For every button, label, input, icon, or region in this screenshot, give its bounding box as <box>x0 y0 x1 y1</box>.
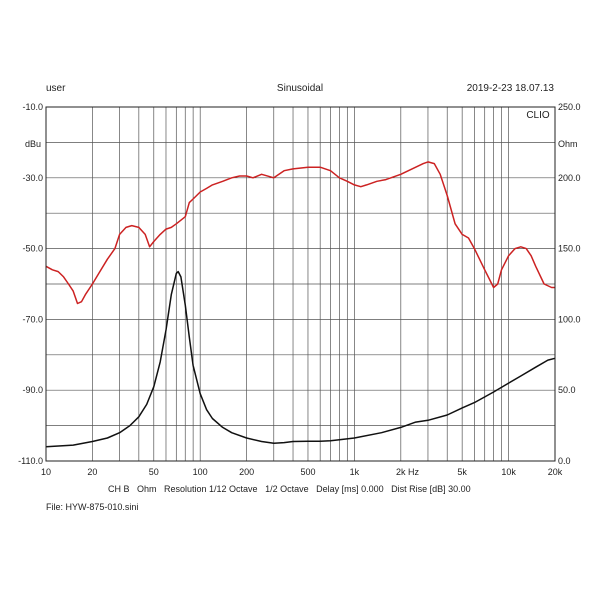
y-tick-label-right: 0.0 <box>558 456 571 466</box>
series-line-2 <box>45 270 556 448</box>
x-tick-label: 500 <box>300 467 315 477</box>
y-tick-label-left: -90.0 <box>22 385 43 395</box>
y-axis-label-right: Ohm <box>558 139 578 149</box>
y-tick-label-right: 250.0 <box>558 102 581 112</box>
tick-layer: 10 20 50 100 200 500 1k 2k 5k 10k 20k -10.0 -30.0 -50… <box>18 102 580 477</box>
series-line-1 <box>45 161 555 305</box>
x-tick-label: 200 <box>239 467 254 477</box>
footer-settings: CH B Ohm Resolution 1/12 Octave 1/2 Octa… <box>108 484 471 494</box>
x-tick-label: 10 <box>41 467 51 477</box>
clio-tag-box <box>517 108 554 121</box>
x-tick-label: 100 <box>193 467 208 477</box>
x-tick-label: 5k <box>457 467 467 477</box>
y-axis-label-left: dBu <box>25 139 41 149</box>
y-tick-label-left: -110.0 <box>18 456 43 466</box>
y-tick-label-right: 200.0 <box>558 173 581 183</box>
header-user: user <box>46 83 66 94</box>
grid-layer <box>46 107 555 461</box>
y-tick-label-right: 50.0 <box>558 385 576 395</box>
plot-frame <box>45 106 556 462</box>
header-mode: Sinusoidal <box>276 83 324 94</box>
series-layer <box>45 161 556 448</box>
x-axis-label: Hz <box>408 467 419 477</box>
x-tick-label: 20 <box>87 467 97 477</box>
x-tick-label: 10k <box>501 467 516 477</box>
y-tick-label-left: -10.0 <box>22 102 43 112</box>
y-tick-label-left: -30.0 <box>22 173 43 183</box>
footer-file: File: HYW-875-010.sini <box>46 502 139 512</box>
y-tick-label-left: -70.0 <box>22 314 43 324</box>
x-tick-label: 20k <box>548 467 563 477</box>
clio-tag: CLIO <box>526 110 550 121</box>
x-tick-label: 2k <box>396 467 406 477</box>
y-tick-label-right: 150.0 <box>558 244 581 254</box>
y-tick-label-right: 100.0 <box>558 314 581 324</box>
header-timestamp: 2019-2-23 18.07.13 <box>466 83 554 94</box>
x-tick-label: 1k <box>350 467 360 477</box>
x-tick-label: 50 <box>149 467 159 477</box>
y-tick-label-left: -50.0 <box>22 244 43 254</box>
